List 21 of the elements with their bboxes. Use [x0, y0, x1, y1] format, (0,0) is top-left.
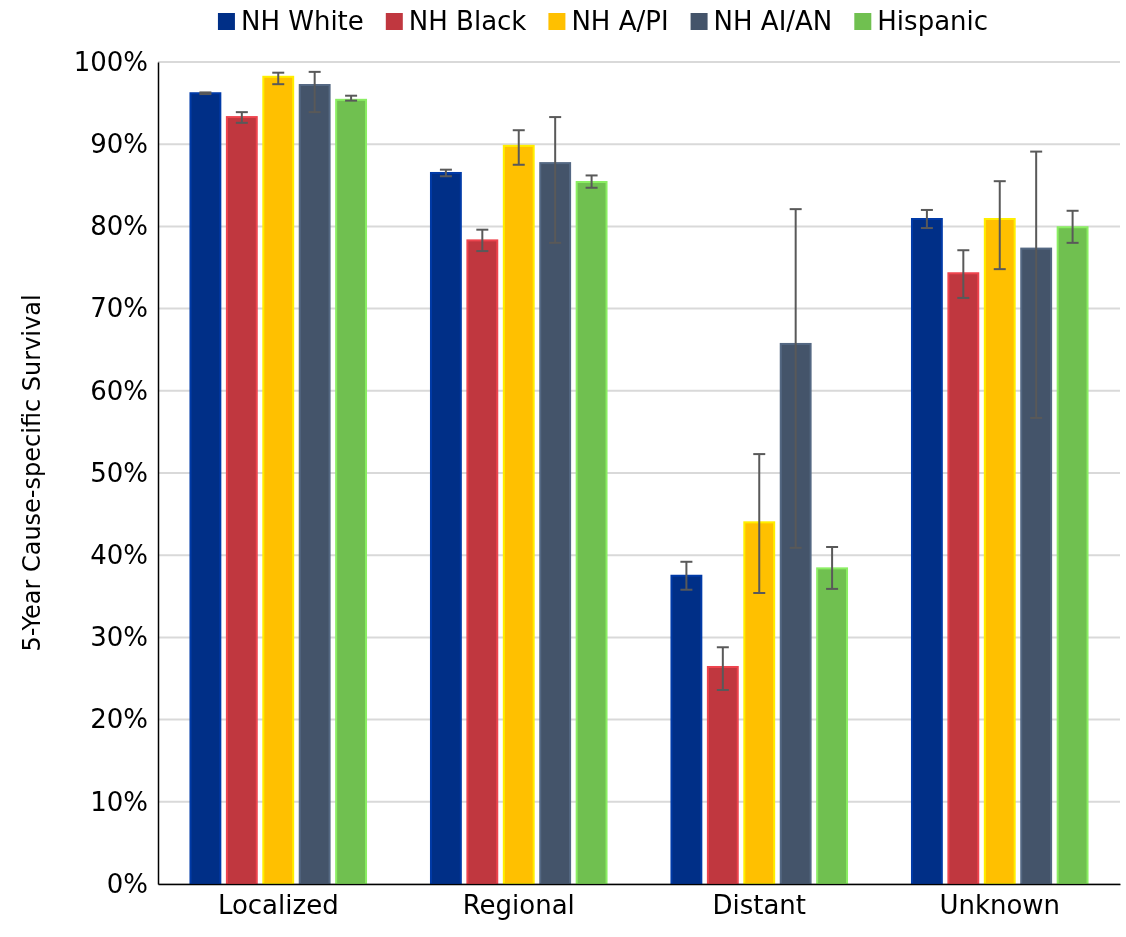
- y-tick-label: 100%: [73, 46, 148, 77]
- y-tick-label: 80%: [90, 211, 148, 242]
- y-tick-label: 90%: [90, 129, 148, 160]
- y-tick-label: 10%: [90, 786, 148, 817]
- legend-label: NH White: [240, 6, 364, 36]
- y-tick-label: 60%: [90, 375, 148, 406]
- legend-label: NH Black: [408, 6, 527, 36]
- y-axis-title: 5-Year Cause-specific Survival: [18, 294, 46, 652]
- y-tick-label: 40%: [90, 540, 148, 571]
- legend-label: Hispanic: [877, 6, 989, 36]
- x-tick-label: Distant: [712, 890, 807, 921]
- legend-label: NH AI/AN: [713, 6, 833, 36]
- x-tick-label: Unknown: [939, 890, 1061, 921]
- y-tick-label: 0%: [106, 868, 148, 899]
- x-tick-label: Localized: [217, 890, 339, 921]
- y-tick-label: 30%: [90, 622, 148, 653]
- y-tick-label: 20%: [90, 704, 148, 735]
- legend-label: NH A/PI: [571, 6, 669, 36]
- y-tick-label: 70%: [90, 293, 148, 324]
- x-tick-label: Regional: [462, 890, 575, 921]
- y-tick-label: 50%: [90, 457, 148, 488]
